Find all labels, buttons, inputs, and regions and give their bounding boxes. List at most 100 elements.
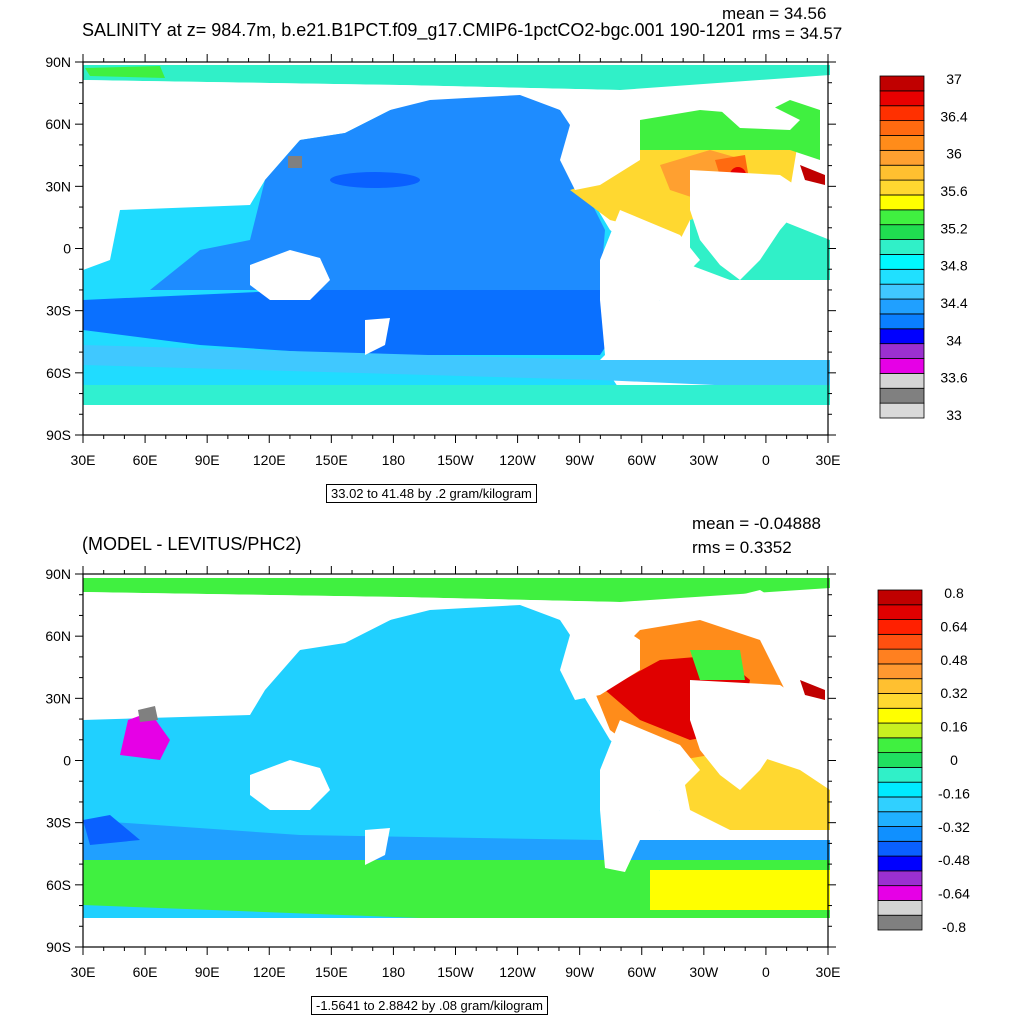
bottom-colorbar-label: 0.64 xyxy=(940,618,967,634)
bottom-colorbar-box xyxy=(877,619,923,635)
bottom-south-america-land xyxy=(600,720,700,872)
top-rms-stat: rms = 34.57 xyxy=(752,24,843,43)
top-lon-label: 120E xyxy=(253,452,286,468)
bottom-lat-label: 30S xyxy=(46,815,71,831)
bottom-colorbar-box xyxy=(877,900,923,916)
top-colorbar-box xyxy=(879,179,925,196)
top-colorbar-box xyxy=(879,283,925,300)
bottom-lat-label: 90N xyxy=(45,566,71,582)
top-colorbar-box xyxy=(879,313,925,330)
bottom-map-title: (MODEL - LEVITUS/PHC2) xyxy=(82,534,302,554)
top-colorbar-box xyxy=(879,372,925,389)
top-lat-label: 90S xyxy=(46,427,71,443)
top-colorbar-box xyxy=(879,343,925,359)
bottom-southern-band xyxy=(83,855,830,918)
bottom-colorbar-box xyxy=(877,663,923,680)
top-colorbar-box xyxy=(879,135,925,151)
bottom-lat-label: 90S xyxy=(46,939,71,955)
bottom-lat-label: 60N xyxy=(45,628,71,644)
top-colorbar-label: 33 xyxy=(946,407,962,423)
bottom-lon-label: 30E xyxy=(816,964,841,980)
bottom-lon-label: 90E xyxy=(195,964,220,980)
bottom-africa-land xyxy=(690,680,810,790)
top-pacific-region xyxy=(150,90,605,290)
top-north-america-land xyxy=(560,110,640,190)
top-lat-label: 30N xyxy=(45,178,71,194)
top-lon-label: 30E xyxy=(71,452,96,468)
top-colorbar-box xyxy=(879,194,925,211)
bottom-acc-band xyxy=(83,820,830,860)
bottom-colorbar-label: -0.8 xyxy=(942,919,966,935)
top-contour-range-box: 33.02 to 41.48 by .2 gram/kilogram xyxy=(326,484,537,503)
bottom-lon-label: 120W xyxy=(499,964,536,980)
top-colorbar-box xyxy=(879,328,925,345)
bottom-colorbar-box xyxy=(877,722,923,739)
bottom-colorbar-box xyxy=(877,678,923,694)
bottom-lon-label: 90W xyxy=(565,964,595,980)
bottom-colorbar-label: 0.48 xyxy=(940,652,967,668)
top-colorbar-box xyxy=(879,224,925,240)
bottom-lon-label: 30E xyxy=(71,964,96,980)
bottom-australia-land xyxy=(250,760,330,810)
top-antarctica-land xyxy=(83,405,830,435)
bottom-greenland-land xyxy=(720,590,800,625)
top-lon-label: 60W xyxy=(627,452,657,468)
top-pacific-fresh-patch xyxy=(330,172,420,188)
bottom-colorbar-label: -0.64 xyxy=(938,886,970,902)
top-lon-label: 150E xyxy=(315,452,348,468)
bottom-colorbar-box xyxy=(877,648,923,665)
top-colorbar-box xyxy=(879,402,925,419)
bottom-gray-patch xyxy=(138,706,158,722)
bottom-lon-label: 60W xyxy=(627,964,657,980)
top-lat-label: 30S xyxy=(46,303,71,319)
bottom-colorbar-box xyxy=(877,885,923,901)
bottom-colorbar-label: -0.16 xyxy=(938,785,970,801)
bottom-colorbar-box xyxy=(877,811,923,827)
top-lon-label: 60E xyxy=(133,452,158,468)
top-colorbar-label: 36 xyxy=(946,146,962,162)
top-lon-label: 30W xyxy=(689,452,719,468)
top-africa-land xyxy=(690,170,810,280)
top-lon-label: 120W xyxy=(499,452,536,468)
bottom-lon-label: 0 xyxy=(762,964,770,980)
bottom-antarctica-land xyxy=(83,918,830,947)
top-colorbar-box xyxy=(879,298,925,315)
bottom-colorbar-box xyxy=(877,766,923,783)
bottom-north-america-land xyxy=(560,620,640,700)
top-colorbar-label: 35.6 xyxy=(940,183,967,199)
top-southern-band xyxy=(83,290,610,355)
top-colorbar-box xyxy=(879,90,925,107)
top-colorbar: 37 36.4 36 35.6 35.2 34.8 34.4 34 33.6 33 xyxy=(879,71,968,423)
bottom-colorbar-label: -0.32 xyxy=(938,819,970,835)
top-lon-label: 90W xyxy=(565,452,595,468)
top-colorbar-box xyxy=(879,387,925,404)
bottom-colorbar-label: 0 xyxy=(950,752,958,768)
bottom-labrador-patch xyxy=(690,650,745,680)
bottom-rms-stat: rms = 0.3352 xyxy=(692,538,792,557)
top-lon-label: 180 xyxy=(382,452,406,468)
top-arctic xyxy=(83,65,830,90)
top-colorbar-label: 34.8 xyxy=(940,258,967,274)
top-lat-label: 0 xyxy=(63,241,71,257)
bottom-colorbar: 0.8 0.64 0.48 0.32 0.16 0 -0.16 -0.32 -0.48 -0.64… xyxy=(877,585,970,935)
top-colorbar-box xyxy=(879,75,925,92)
bottom-lat-label: 60S xyxy=(46,877,71,893)
top-lon-label: 0 xyxy=(762,452,770,468)
bottom-lat-label: 30N xyxy=(45,690,71,706)
bottom-fresh-patch xyxy=(83,815,140,845)
bottom-lon-label: 180 xyxy=(382,964,406,980)
top-lat-label: 90N xyxy=(45,54,71,70)
bottom-colorbar-label: 0.8 xyxy=(944,585,964,601)
bottom-colorbar-label: 0.32 xyxy=(940,685,967,701)
bottom-mean-stat: mean = -0.04888 xyxy=(692,514,822,533)
top-colorbar-label: 37 xyxy=(946,71,962,87)
bottom-colorbar-box xyxy=(877,604,923,620)
bottom-colorbar-box xyxy=(877,693,923,709)
top-south-america-land xyxy=(600,210,700,360)
top-gray-patch xyxy=(288,156,302,168)
bottom-lon-label: 120E xyxy=(253,964,286,980)
bottom-lon-label: 150W xyxy=(437,964,474,980)
bottom-magenta-patch xyxy=(120,712,170,760)
top-greenland-land xyxy=(720,100,800,130)
